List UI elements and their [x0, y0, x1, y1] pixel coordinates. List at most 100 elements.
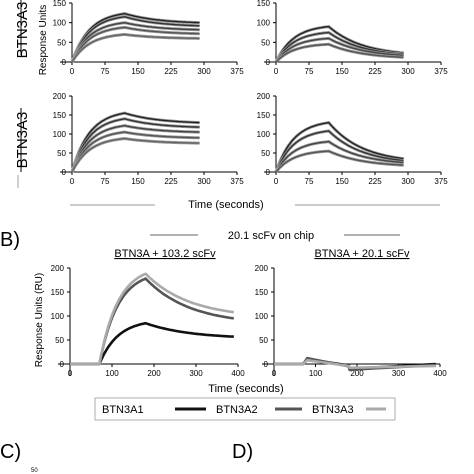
y-tick-label: 200 [51, 264, 65, 273]
x-tick-label: 100 [105, 369, 119, 378]
row-label-bottom: BTN3A3 [14, 112, 31, 169]
x-tick-label: 400 [231, 369, 245, 378]
ylabel-b: Response Units (RU) [34, 273, 45, 367]
title-b-right: BTN3A + 20.1 scFv [314, 248, 410, 260]
x-tick-label: 75 [305, 177, 314, 186]
legend-label-btn3a1: BTN3A1 [102, 404, 144, 416]
y-tick-label: 150 [255, 288, 269, 297]
y-tick-label: 200 [53, 92, 67, 101]
plot-a-bottom-right: 0 50 100 150 200 0 75 150 225 300 375 [257, 92, 449, 186]
x-tick-label: 0 [274, 177, 279, 186]
fragment-tick: 50 [31, 468, 38, 474]
plot-a-top-left: 0 50 100 150 0 75 150 225 300 375 [53, 0, 245, 76]
y-tick-label: 0 [266, 168, 271, 177]
x-tick-label: 375 [230, 177, 244, 186]
x-tick-label: 225 [164, 177, 178, 186]
panel-label-d: D) [232, 441, 253, 463]
panel-label-c: C) [0, 441, 21, 463]
row-label-top: BTN3A3 [14, 2, 31, 59]
x-tick-label: 225 [164, 67, 178, 76]
y-tick-label: 150 [53, 0, 67, 8]
plot-a-bottom-left: 0 50 100 150 200 0 75 150 225 300 375 [53, 92, 245, 186]
x-tick-label: 150 [131, 67, 145, 76]
x-tick-label: 0 [70, 67, 75, 76]
series-line [275, 150, 404, 173]
x-tick-label: 225 [368, 177, 382, 186]
y-tick-label: 150 [51, 288, 65, 297]
y-tick-label: 150 [257, 0, 271, 8]
xlabel-a: Time (seconds) [188, 199, 263, 211]
ylabel-a: Response Units [38, 5, 49, 76]
series-line [71, 112, 200, 173]
x-tick-label: 0 [274, 67, 279, 76]
series-line [70, 272, 235, 366]
x-tick-label: 0 [68, 369, 73, 378]
x-tick-label: 300 [401, 67, 415, 76]
y-tick-label: 50 [261, 149, 270, 158]
x-tick-label: 300 [197, 67, 211, 76]
x-tick-label: 300 [189, 369, 203, 378]
x-tick-label: 100 [309, 369, 323, 378]
x-tick-label: 300 [401, 177, 415, 186]
series-line [71, 22, 200, 63]
y-tick-label: 0 [266, 58, 271, 67]
plot-a-top-right: 0 50 100 150 0 75 150 225 300 375 [257, 0, 449, 76]
x-tick-label: 375 [434, 177, 448, 186]
series-line [71, 26, 200, 63]
series-line [70, 277, 235, 366]
x-tick-label: 300 [197, 177, 211, 186]
y-tick-label: 0 [62, 168, 67, 177]
x-tick-label: 75 [305, 67, 314, 76]
y-tick-label: 150 [257, 111, 271, 120]
y-tick-label: 100 [255, 312, 269, 321]
series-line [275, 25, 404, 63]
y-tick-label: 200 [255, 264, 269, 273]
y-tick-label: 100 [257, 19, 271, 28]
series-line [275, 121, 404, 173]
y-tick-label: 50 [57, 38, 66, 47]
series-line [70, 321, 234, 366]
y-tick-label: 200 [257, 92, 271, 101]
y-tick-label: 50 [55, 336, 64, 345]
x-tick-label: 150 [131, 177, 145, 186]
x-tick-label: 150 [335, 67, 349, 76]
y-tick-label: 100 [257, 130, 271, 139]
legend: BTN3A1 BTN3A2 BTN3A3 [94, 397, 396, 421]
series-line [71, 33, 200, 63]
series-line [71, 16, 200, 63]
y-tick-label: 150 [53, 111, 67, 120]
legend-label-btn3a3: BTN3A3 [312, 404, 354, 416]
series-line [275, 37, 404, 63]
y-tick-label: 0 [264, 360, 269, 369]
panel-label-b: B) [0, 229, 20, 251]
y-tick-label: 50 [259, 336, 268, 345]
x-tick-label: 150 [335, 177, 349, 186]
x-tick-label: 75 [101, 177, 110, 186]
x-tick-label: 225 [368, 67, 382, 76]
series-line [71, 12, 200, 63]
series-line [71, 131, 200, 173]
y-tick-label: 100 [51, 312, 65, 321]
top-label-b: 20.1 scFv on chip [228, 230, 314, 242]
x-tick-label: 400 [433, 369, 447, 378]
x-tick-label: 200 [147, 369, 161, 378]
x-tick-label: 0 [70, 177, 75, 186]
plot-b-right: 0 50 100 150 200 0 100 200 300 400 [255, 264, 448, 378]
y-tick-label: 100 [53, 130, 67, 139]
series-line [275, 43, 404, 63]
series-line [71, 137, 200, 173]
x-tick-label: 0 [272, 369, 277, 378]
series-line [275, 140, 404, 173]
series-line [275, 130, 404, 173]
x-tick-label: 375 [230, 67, 244, 76]
series-line [71, 118, 200, 173]
plot-b-left: 0 50 100 150 200 0 100 200 300 400 [51, 264, 246, 378]
x-tick-label: 375 [434, 67, 448, 76]
y-tick-label: 0 [60, 360, 65, 369]
y-tick-label: 0 [62, 58, 67, 67]
y-tick-label: 100 [53, 19, 67, 28]
series-line [71, 124, 200, 173]
series-line [275, 31, 404, 63]
xlabel-b: Time (seconds) [208, 383, 283, 395]
